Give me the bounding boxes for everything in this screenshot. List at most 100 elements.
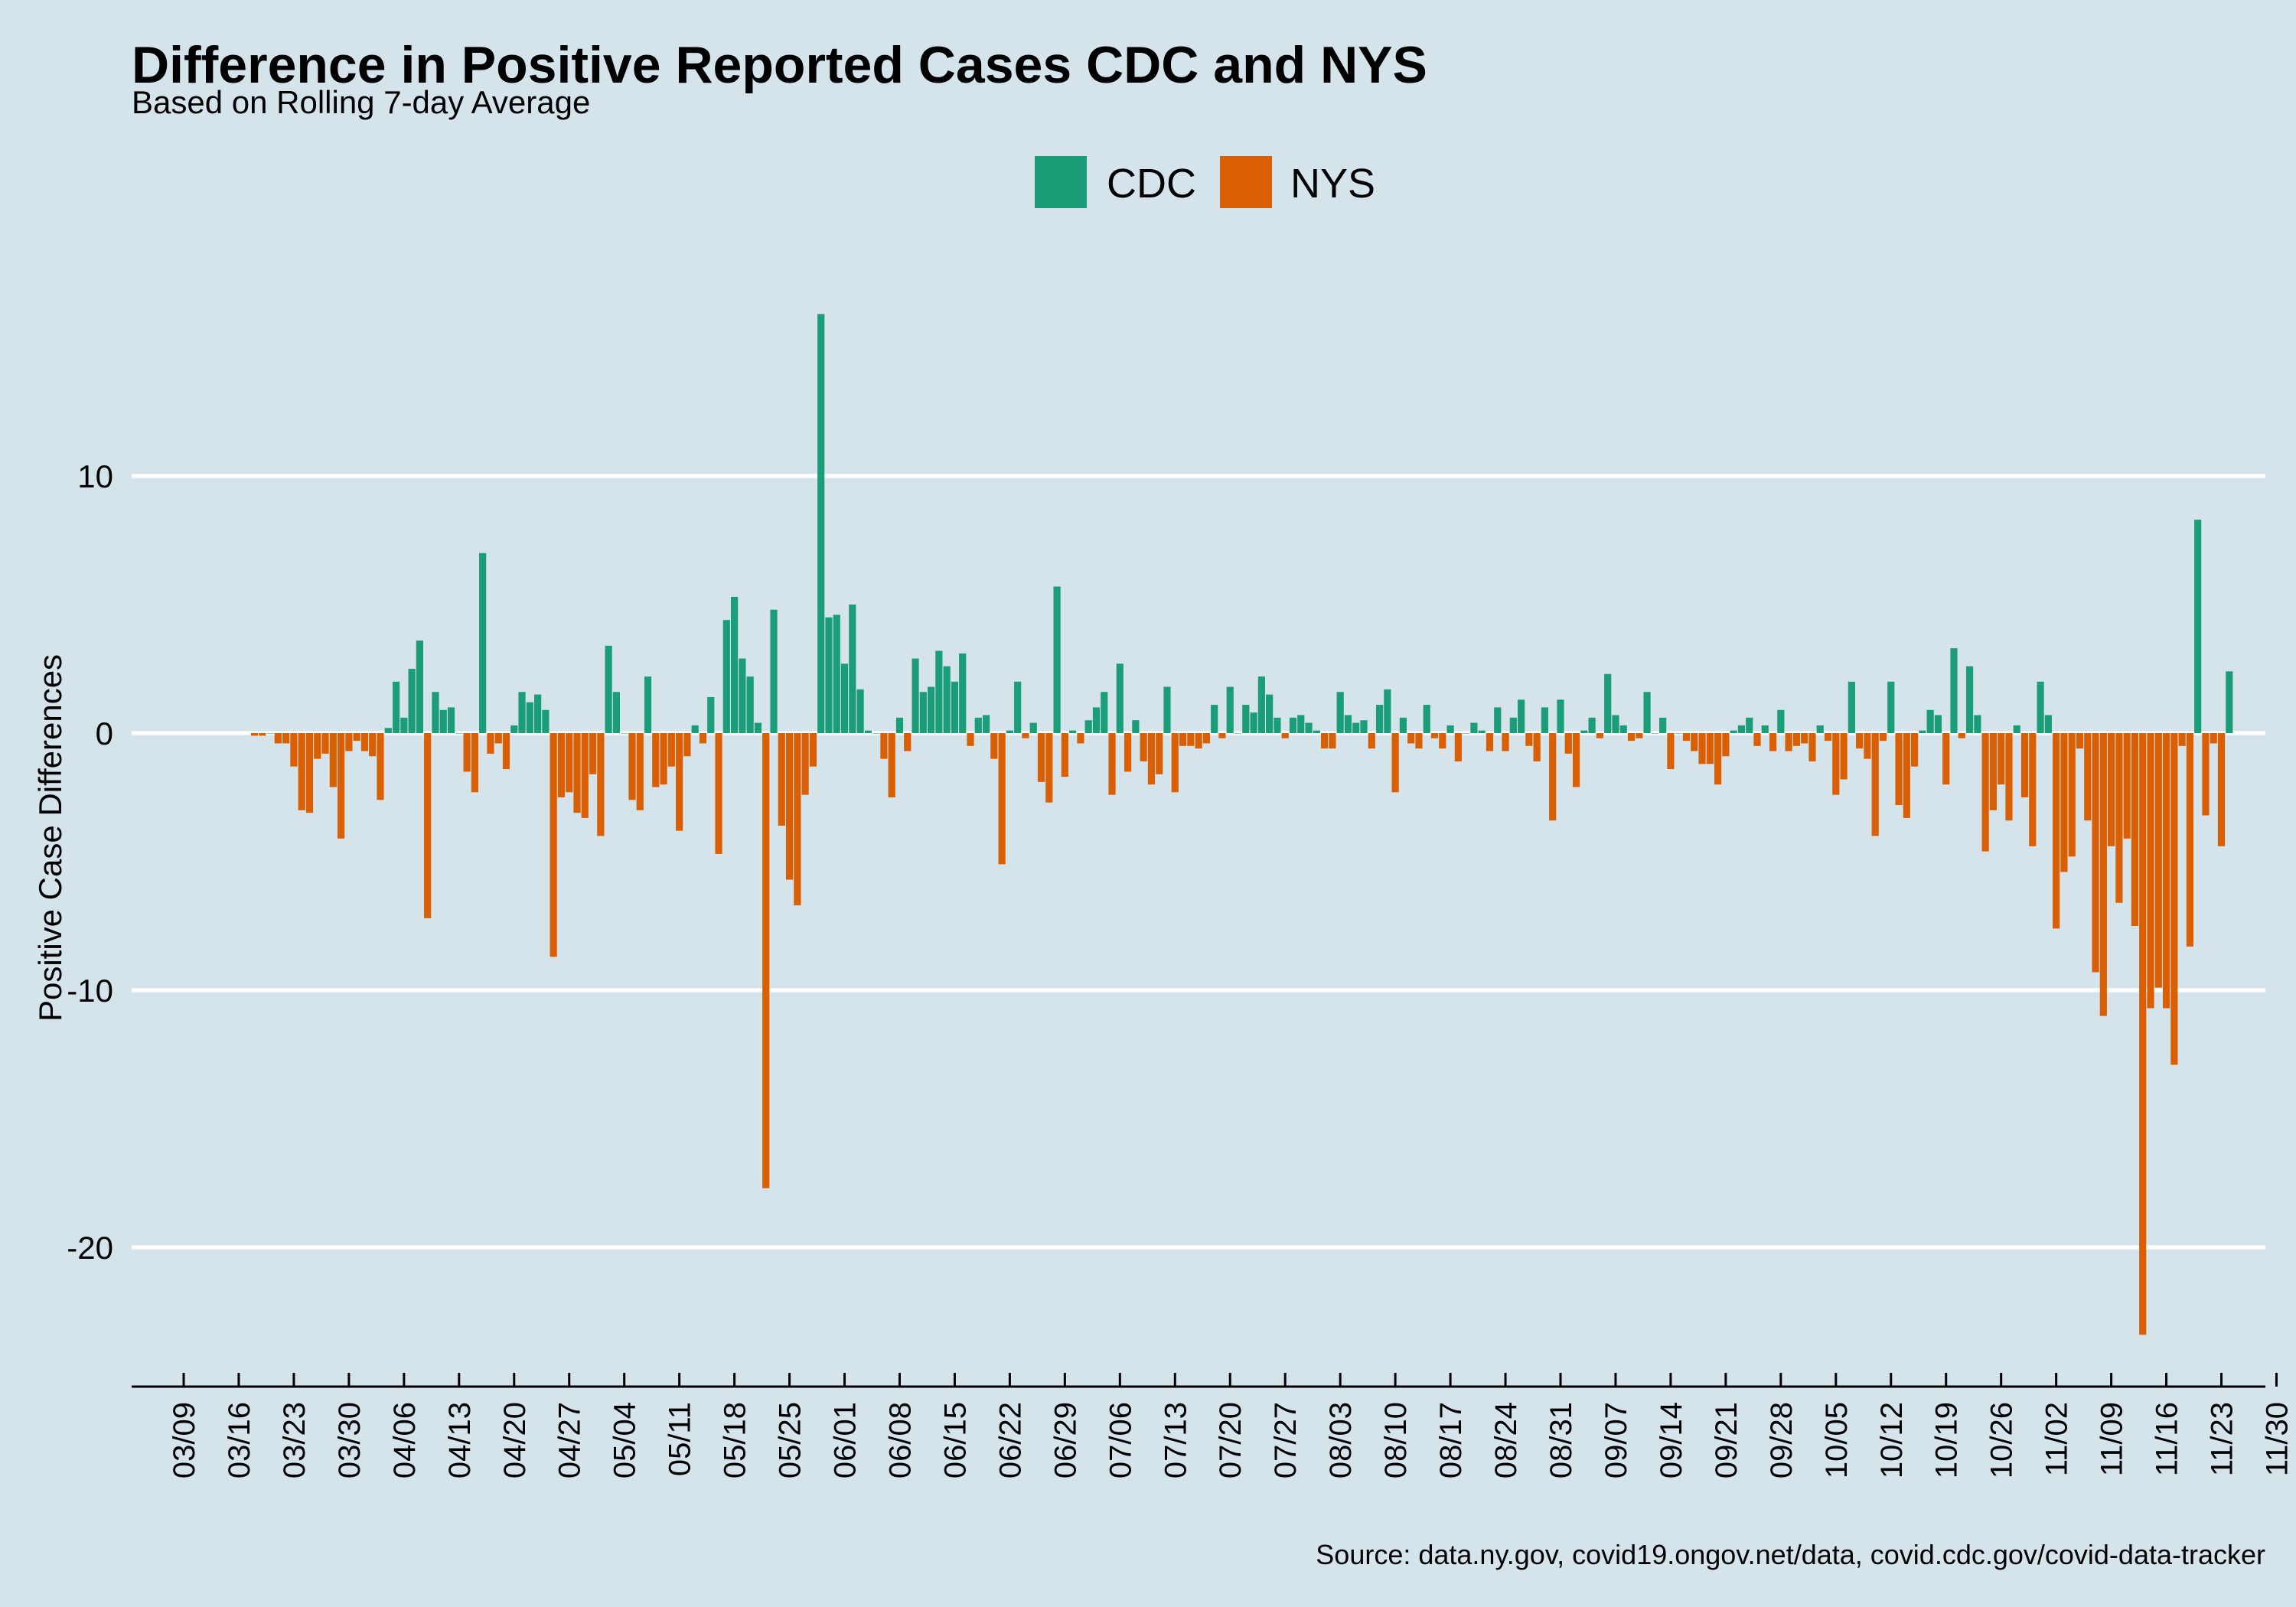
bar-nys <box>1753 733 1761 746</box>
bar-nys <box>1502 733 1509 751</box>
x-tick-label: 06/15 <box>938 1402 972 1478</box>
bar-cdc <box>1478 730 1486 733</box>
bar-cdc <box>1313 730 1320 733</box>
bar-cdc <box>1659 717 1667 733</box>
x-tick-label: 08/17 <box>1434 1402 1468 1478</box>
x-tick-label: 05/04 <box>608 1402 642 1478</box>
bar-nys <box>1525 733 1533 746</box>
bar-nys <box>715 733 722 854</box>
bar-nys <box>1785 733 1792 751</box>
bar-nys <box>676 733 683 831</box>
bar-cdc <box>770 609 778 733</box>
bar-nys <box>794 733 801 906</box>
bar-cdc <box>1274 717 1281 733</box>
bar-nys <box>1124 733 1132 772</box>
x-tick-label: 10/19 <box>1930 1402 1964 1478</box>
bar-nys <box>353 733 360 742</box>
bar-cdc <box>754 722 762 733</box>
bar-nys <box>345 733 353 751</box>
bar-cdc <box>1494 707 1502 733</box>
bar-nys <box>888 733 895 797</box>
bar-nys <box>1439 733 1446 749</box>
bar-nys <box>1903 733 1910 818</box>
bar-cdc <box>1974 715 1981 733</box>
bar-nys <box>1415 733 1423 749</box>
bar-cdc <box>1006 730 1013 733</box>
x-tick-label: 03/30 <box>333 1402 367 1478</box>
bar-cdc <box>982 715 990 733</box>
bar-cdc <box>1084 720 1092 733</box>
bar-nys <box>1714 733 1722 785</box>
bar-cdc <box>2044 715 2052 733</box>
bar-cdc <box>817 314 825 733</box>
bar-nys <box>2060 733 2068 872</box>
bar-cdc <box>1965 666 1974 733</box>
bar-nys <box>1045 733 1053 803</box>
bar-cdc <box>1384 689 1391 733</box>
legend-swatch-cdc <box>1035 156 1087 208</box>
bar-nys <box>660 733 667 785</box>
bar-cdc <box>542 709 550 733</box>
x-tick-label: 06/01 <box>829 1402 863 1478</box>
bar-cdc <box>2013 725 2020 733</box>
bar-nys <box>636 733 644 810</box>
bar-cdc <box>1746 717 1753 733</box>
bar-nys <box>314 733 321 759</box>
bar-nys <box>904 733 912 751</box>
bar-nys <box>463 733 471 772</box>
x-tick-label: 09/21 <box>1710 1402 1743 1478</box>
bar-cdc <box>416 641 423 733</box>
bar-cdc <box>722 620 730 733</box>
bar-cdc <box>526 702 533 733</box>
bar-cdc <box>1053 586 1061 733</box>
x-tick-label: 07/27 <box>1269 1402 1303 1478</box>
bar-nys <box>589 733 597 774</box>
bar-nys <box>1989 733 1997 810</box>
bar-nys <box>550 733 557 957</box>
bar-cdc <box>518 692 526 733</box>
bar-nys <box>2029 733 2037 846</box>
bar-nys <box>2162 733 2170 1009</box>
bar-cdc <box>974 717 982 733</box>
bar-cdc <box>943 666 951 733</box>
bar-nys <box>1840 733 1848 780</box>
bar-cdc <box>1934 715 1942 733</box>
bar-cdc <box>510 725 518 733</box>
x-tick-label: 09/14 <box>1655 1402 1688 1478</box>
bar-cdc <box>1950 648 1958 733</box>
bar-cdc <box>951 681 959 733</box>
bar-nys <box>990 733 998 759</box>
bar-nys <box>1998 733 2005 785</box>
x-tick-label: 11/16 <box>2151 1402 2184 1476</box>
bar-nys <box>298 733 305 810</box>
bar-cdc <box>959 653 967 733</box>
bar-cdc <box>856 689 864 733</box>
bar-nys <box>329 733 337 787</box>
bar-nys <box>1321 733 1329 749</box>
x-tick-label: 10/12 <box>1875 1402 1909 1478</box>
bar-nys <box>778 733 785 826</box>
bar-nys <box>1037 733 1045 782</box>
bar-nys <box>1636 733 1643 738</box>
bar-nys <box>1942 733 1950 785</box>
bar-cdc <box>2037 681 2044 733</box>
bar-nys <box>1281 733 1289 738</box>
bar-cdc <box>266 733 274 734</box>
chart-subtitle: Based on Rolling 7-day Average <box>132 84 590 120</box>
y-tick-label: 0 <box>96 715 113 751</box>
x-tick-label: 11/02 <box>2040 1402 2074 1476</box>
bar-nys <box>785 733 794 880</box>
bar-cdc <box>1266 694 1274 733</box>
bar-nys <box>1564 733 1572 754</box>
bar-cdc <box>872 733 880 734</box>
bar-nys <box>377 733 384 800</box>
bar-cdc <box>1730 730 1737 733</box>
bar-cdc <box>1619 725 1627 733</box>
x-tick-label: 04/13 <box>443 1402 477 1478</box>
bar-cdc <box>455 733 463 734</box>
bar-nys <box>2053 733 2060 929</box>
bar-nys <box>1958 733 1965 738</box>
bar-nys <box>2115 733 2123 903</box>
bar-nys <box>1391 733 1399 793</box>
